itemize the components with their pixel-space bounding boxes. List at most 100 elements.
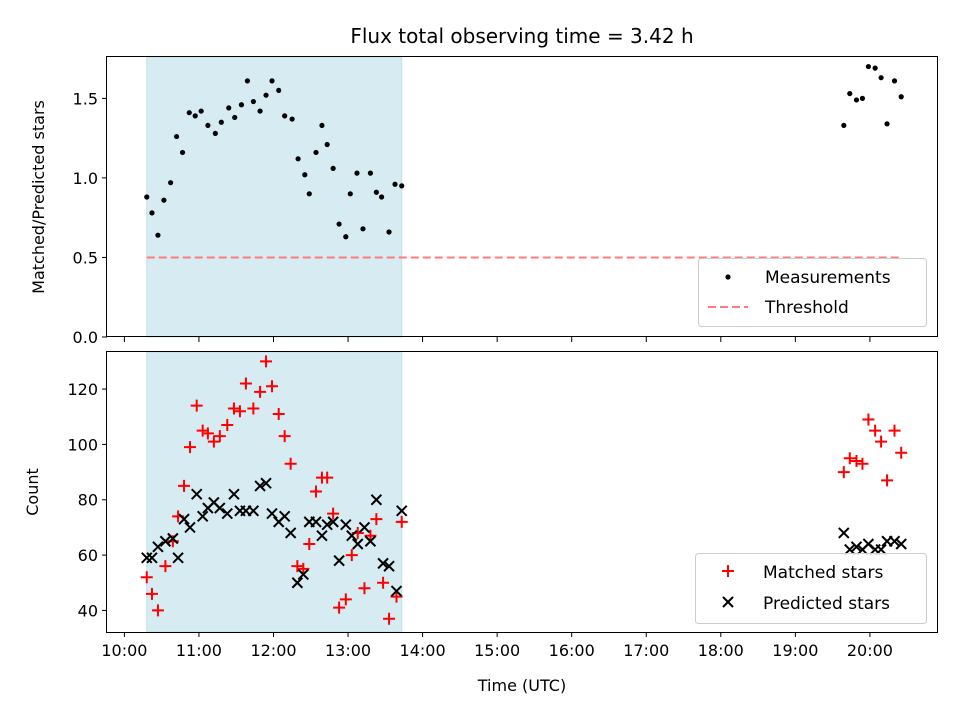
measurement-point [872, 65, 878, 71]
matched-star-point [850, 455, 863, 468]
matched-star-point [221, 419, 234, 432]
top-y-tick-label: 1.5 [73, 89, 98, 108]
predicted-star-point [146, 552, 158, 564]
legend-matched-marker [722, 565, 734, 577]
predicted-star-point [291, 577, 304, 589]
measurement-point [302, 172, 308, 178]
predicted-star-point [214, 502, 226, 514]
x-tick-label: 10:00 [101, 641, 147, 660]
measurement-point [378, 194, 385, 200]
measurement-point [282, 113, 288, 119]
matched-star-point [869, 424, 882, 437]
x-tick-label: 11:00 [176, 641, 222, 660]
x-tick-label: 12:00 [250, 641, 296, 660]
measurement-point [276, 87, 282, 94]
x-tick-label: 18:00 [698, 641, 744, 660]
predicted-star-point [178, 513, 190, 525]
predicted-star-point [159, 535, 172, 547]
predicted-star-point [297, 568, 310, 581]
matched-star-point [383, 612, 396, 625]
measurement-point [343, 234, 349, 240]
measurement-point [891, 78, 898, 84]
predicted-star-point [247, 505, 260, 517]
top-legend: Measurements Threshold [698, 258, 927, 327]
measurement-point [244, 78, 251, 84]
measurement-point [198, 108, 204, 114]
predicted-star-point [327, 516, 339, 528]
matched-star-point [284, 457, 297, 470]
predicted-star-point [172, 552, 184, 564]
matched-star-point [370, 513, 383, 526]
matched-star-point [358, 582, 371, 595]
predicted-star-point [152, 541, 164, 553]
matched-star-point [377, 576, 390, 589]
measurement-point [367, 170, 374, 176]
measurement-point [373, 189, 379, 195]
predicted-star-point [844, 543, 856, 556]
measurement-point [238, 102, 245, 108]
measurement-point [306, 191, 312, 197]
predicted-star-point [875, 543, 887, 556]
matched-star-point [881, 474, 894, 487]
top-y-ticks: 0.0 0.5 1.0 1.5 [73, 89, 107, 347]
measurement-point [354, 170, 360, 176]
predicted-star-point [316, 530, 328, 542]
measurement-point [218, 119, 224, 125]
predicted-star-point [141, 552, 153, 564]
predicted-star-point [278, 510, 291, 523]
measurement-point [269, 78, 275, 84]
predicted-star-point [838, 527, 850, 539]
matched-star-point [333, 601, 346, 614]
predicted-star-point [370, 494, 383, 506]
predicted-star-point [228, 488, 240, 500]
measurement-point [257, 108, 263, 114]
bottom-y-tick-label: 40 [78, 601, 98, 620]
measurement-point [173, 133, 180, 140]
matched-star-point [140, 571, 153, 584]
measurement-point [212, 130, 218, 136]
matched-star-point [297, 562, 310, 575]
bottom-y-tick-label: 80 [78, 491, 98, 510]
matched-star-point [278, 430, 291, 443]
x-tick-label: 20:00 [847, 641, 893, 660]
predicted-star-point [266, 507, 278, 520]
predicted-star-point [321, 518, 333, 531]
matched-star-point [151, 604, 164, 617]
matched-star-point [345, 549, 358, 562]
predicted-star-point [850, 541, 863, 553]
measurement-point [336, 221, 342, 227]
measurement-point [898, 94, 904, 100]
measurement-point [226, 105, 232, 111]
measurement-point [161, 197, 167, 203]
matched-star-point [272, 407, 285, 420]
top-y-tick-label: 0.0 [73, 328, 98, 347]
matched-star-point [159, 560, 172, 573]
x-tick-label: 13:00 [325, 641, 371, 660]
predicted-star-point [352, 538, 364, 550]
bottom-legend-box [695, 553, 927, 624]
predicted-star-point [364, 535, 377, 547]
matched-star-point [247, 402, 260, 415]
measurement-point [263, 92, 269, 98]
measurement-point [289, 116, 295, 122]
measurement-point [144, 194, 150, 200]
bottom-panel: Count Time (UTC) 10:00 11:00 12:00 13:00 14:… [23, 351, 938, 695]
x-axis-label: Time (UTC) [477, 676, 566, 695]
predicted-star-point [340, 518, 352, 531]
bottom-y-ticks: 40 60 80 100 120 [67, 380, 107, 620]
matched-star-point [183, 441, 196, 454]
measurement-point [847, 90, 853, 97]
predicted-star-point [396, 505, 408, 517]
x-tick-label: 17:00 [623, 641, 669, 660]
matched-star-point [239, 377, 252, 390]
predicted-star-point [390, 585, 403, 597]
matched-star-point [207, 435, 220, 448]
matched-star-point [888, 424, 901, 437]
bottom-y-tick-label: 120 [67, 380, 98, 399]
measurement-point [149, 210, 155, 216]
matched-star-point [856, 457, 869, 470]
bottom-data-marks [140, 355, 908, 625]
matched-star-point [303, 538, 316, 551]
predicted-star-point [284, 527, 297, 539]
